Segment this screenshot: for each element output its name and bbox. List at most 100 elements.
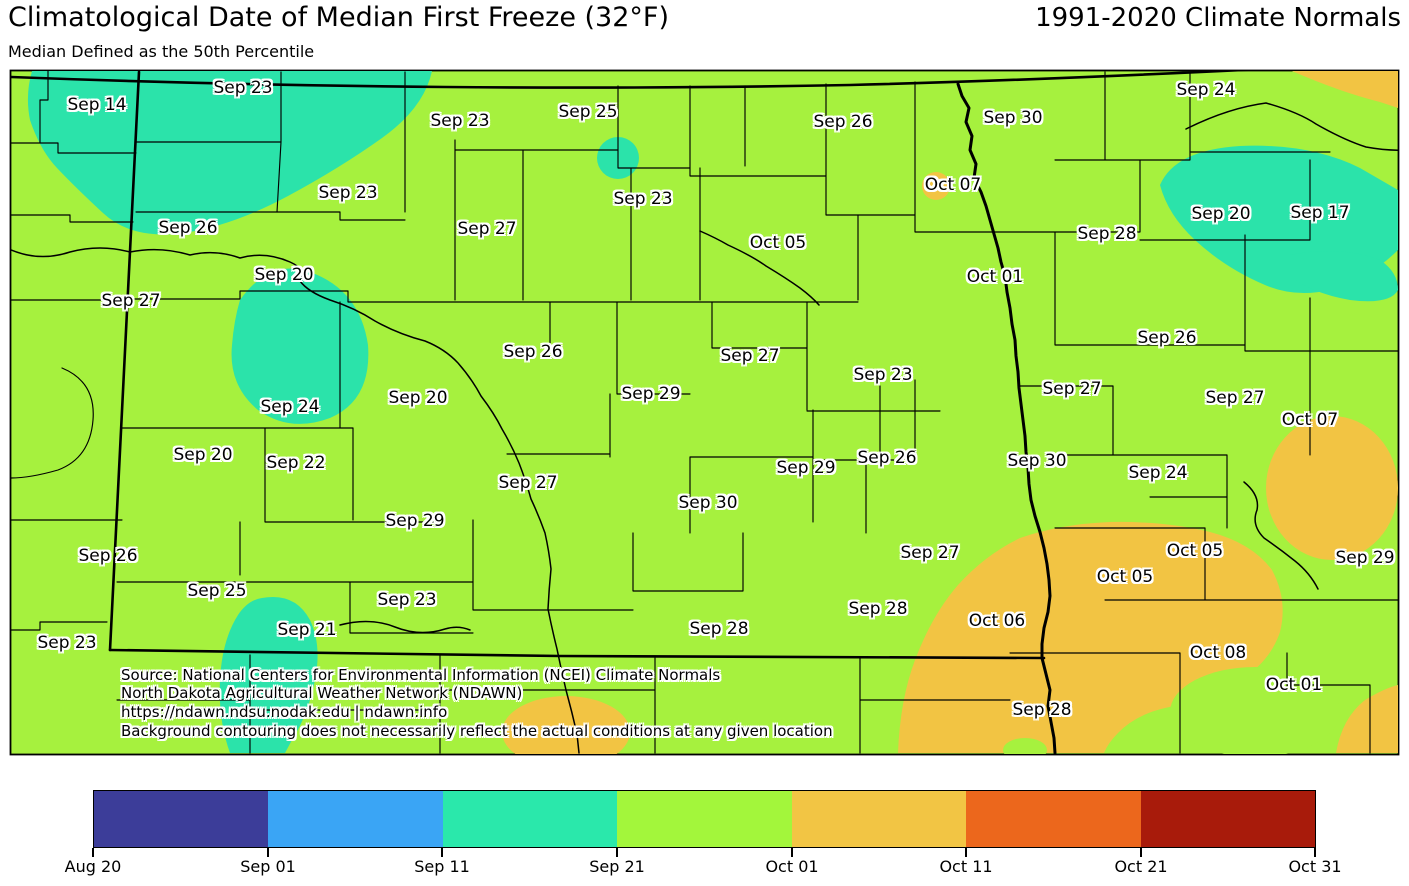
date-label: Sep 29 [1335, 548, 1395, 568]
date-label: Sep 30 [678, 493, 738, 513]
date-label: Sep 27 [1205, 388, 1265, 408]
date-label: Sep 28 [689, 619, 749, 639]
date-label: Sep 23 [377, 590, 437, 610]
date-label: Sep 29 [776, 458, 836, 478]
roseau-river [1185, 102, 1398, 151]
date-label: Sep 26 [158, 218, 218, 238]
colorbar-tick-label: Sep 21 [589, 857, 645, 876]
sheyenne-river [699, 230, 820, 306]
date-label: Sep 27 [101, 291, 161, 311]
date-label: Sep 20 [173, 445, 233, 465]
colorbar-tick-label: Aug 20 [64, 857, 122, 876]
colorbar-tick-label: Sep 11 [414, 857, 470, 876]
date-label: Sep 28 [1012, 700, 1072, 720]
date-label: Sep 23 [213, 78, 273, 98]
date-label: Sep 27 [1042, 379, 1102, 399]
date-label: Oct 06 [968, 611, 1026, 631]
date-label: Sep 23 [430, 111, 490, 131]
source-line: North Dakota Agricultural Weather Networ… [121, 684, 523, 702]
colorbar-tick [965, 848, 967, 857]
colorbar-tick [92, 848, 94, 857]
date-label: Sep 20 [388, 388, 448, 408]
green-contour-holes [1003, 667, 1340, 754]
colorbar-tick-label: Oct 01 [765, 857, 819, 876]
missouri-river [11, 247, 580, 754]
teal-contour-patches [27, 71, 1398, 753]
date-label: Sep 26 [78, 546, 138, 566]
ottertail-river [1243, 481, 1319, 590]
date-label: Sep 24 [260, 397, 320, 417]
date-label: Sep 14 [67, 95, 127, 115]
date-label: Oct 05 [1166, 541, 1224, 561]
date-label: Sep 26 [813, 112, 873, 132]
date-label: Sep 26 [857, 448, 917, 468]
date-label: Oct 05 [1096, 567, 1154, 587]
source-line: Background contouring does not necessari… [121, 722, 833, 740]
date-label: Oct 01 [1265, 675, 1323, 695]
colorbar-segment [966, 791, 1141, 847]
orange-contour-patches [502, 71, 1398, 754]
date-label: Sep 23 [37, 633, 97, 653]
date-label: Oct 05 [749, 233, 807, 253]
date-label: Sep 29 [385, 511, 445, 531]
colorbar-segment [442, 791, 618, 847]
canada-border [11, 71, 1250, 89]
cannonball-river [339, 620, 471, 634]
date-label: Sep 21 [277, 620, 337, 640]
date-label: Sep 20 [254, 265, 314, 285]
colorbar-tick-label: Oct 21 [1114, 857, 1168, 876]
county-boundaries [11, 71, 1398, 754]
colorbar-segment [268, 791, 443, 847]
page-subtitle: Median Defined as the 50th Percentile [8, 42, 315, 61]
date-label: Sep 25 [558, 102, 618, 122]
colorbar-tick [1140, 848, 1142, 857]
date-label: Sep 24 [1128, 463, 1188, 483]
date-label: Oct 01 [966, 267, 1024, 287]
date-label: Sep 23 [853, 365, 913, 385]
date-label: Sep 26 [1137, 328, 1197, 348]
date-label: Sep 28 [1077, 224, 1137, 244]
date-label: Sep 17 [1290, 203, 1350, 223]
montana-border [108, 71, 141, 652]
colorbar-tick-label: Oct 11 [939, 857, 993, 876]
colorbar-tick [791, 848, 793, 857]
colorbar-segment [94, 791, 269, 847]
colorbar [93, 790, 1316, 848]
colorbar-tick [267, 848, 269, 857]
date-label: Oct 07 [924, 175, 982, 195]
date-label: Sep 27 [900, 543, 960, 563]
colorbar-segment [791, 791, 967, 847]
source-line: Source: National Centers for Environment… [121, 666, 721, 684]
source-line: https://ndawn.ndsu.nodak.edu | ndawn.inf… [121, 703, 448, 721]
date-label: Sep 28 [848, 599, 908, 619]
date-label: Sep 23 [613, 189, 673, 209]
colorbar-tick-label: Sep 01 [240, 857, 296, 876]
colorbar-tick [1314, 848, 1316, 857]
page-title: Climatological Date of Median First Free… [8, 2, 669, 33]
date-label: Sep 30 [1007, 451, 1067, 471]
date-label: Sep 22 [266, 453, 326, 473]
date-label: Sep 20 [1191, 204, 1251, 224]
normals-period-title: 1991-2020 Climate Normals [1035, 3, 1401, 33]
date-label: Sep 24 [1176, 80, 1236, 100]
colorbar-segment [1140, 791, 1315, 847]
colorbar-tick [616, 848, 618, 857]
date-label: Sep 27 [720, 346, 780, 366]
date-label: Sep 26 [503, 342, 563, 362]
south-dakota-border [108, 648, 1046, 660]
date-label: Sep 27 [457, 219, 517, 239]
date-label: Sep 27 [498, 473, 558, 493]
colorbar-tick [441, 848, 443, 857]
colorbar-tick-label: Oct 31 [1288, 857, 1342, 876]
colorbar-segment [617, 791, 792, 847]
date-label: Sep 23 [318, 183, 378, 203]
date-label: Oct 07 [1281, 410, 1339, 430]
date-label: Sep 29 [621, 384, 681, 404]
red-river [956, 82, 1057, 754]
date-label: Oct 08 [1189, 643, 1247, 663]
date-label: Sep 25 [187, 581, 247, 601]
date-label: Sep 30 [983, 108, 1043, 128]
